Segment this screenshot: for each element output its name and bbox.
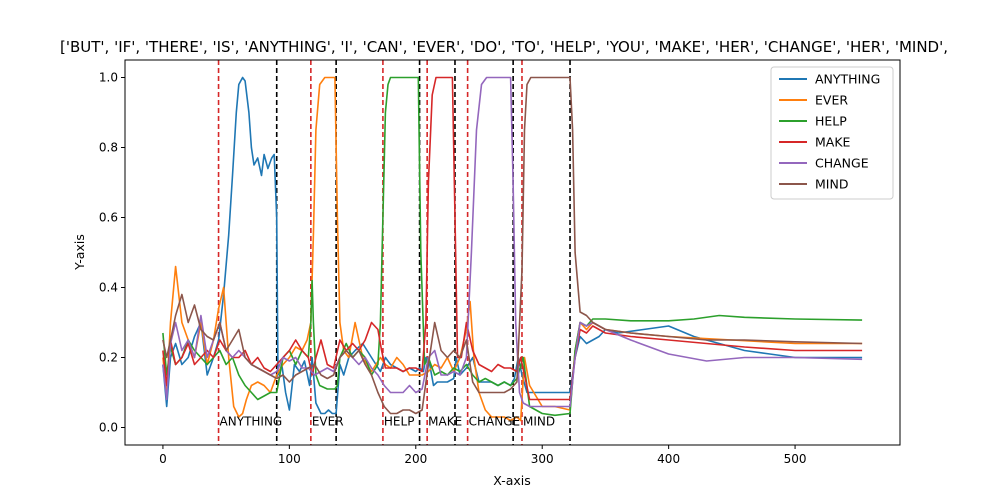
series-line-ever [162,76,863,422]
x-axis-label: X-axis [493,473,531,488]
y-tick-label: 0.2 [99,351,118,365]
annotation-change: CHANGE [469,415,520,429]
x-tick-label: 100 [278,452,301,466]
y-tick-label: 0.8 [99,141,118,155]
y-axis-ticks: 0.0 0.2 0.4 0.6 0.8 1.0 [99,71,125,435]
y-tick-label: 1.0 [99,71,118,85]
annotation-anything: ANYTHING [220,415,283,429]
series-line-anything [162,76,863,415]
legend-label-change: CHANGE [815,156,869,171]
plot-frame [124,59,901,446]
y-axis-label: Y-axis [72,234,87,271]
x-tick-label: 0 [159,452,167,466]
y-tick-label: 0.6 [99,211,118,225]
annotation-mind: MIND [523,415,555,429]
chart-title: ['BUT', 'IF', 'THERE', 'IS', 'ANYTHING',… [60,38,948,56]
word-annotations: ANYTHING EVER HELP MAKE CHANGE MIND [220,415,556,429]
annotation-make: MAKE [428,415,462,429]
y-tick-label: 0.0 [99,421,118,435]
series-lines [162,76,863,422]
series-line-make [162,76,863,401]
vertical-marker-lines [217,60,571,445]
y-tick-label: 0.4 [99,281,118,295]
legend: ANYTHING EVER HELP MAKE CHANGE MIND [770,66,894,200]
annotation-help: HELP [384,415,415,429]
series-line-mind [162,76,863,415]
series-line-change [162,76,863,408]
series-line-help [162,76,863,417]
legend-label-ever: EVER [815,93,848,108]
x-tick-label: 500 [784,452,807,466]
annotation-ever: EVER [312,415,344,429]
x-tick-label: 200 [404,452,427,466]
x-tick-label: 300 [531,452,554,466]
x-axis-ticks: 0 100 200 300 400 500 [159,445,807,466]
x-tick-label: 400 [657,452,680,466]
legend-label-anything: ANYTHING [815,72,880,87]
legend-label-help: HELP [815,114,847,129]
legend-label-mind: MIND [815,177,848,192]
legend-label-make: MAKE [815,135,851,150]
